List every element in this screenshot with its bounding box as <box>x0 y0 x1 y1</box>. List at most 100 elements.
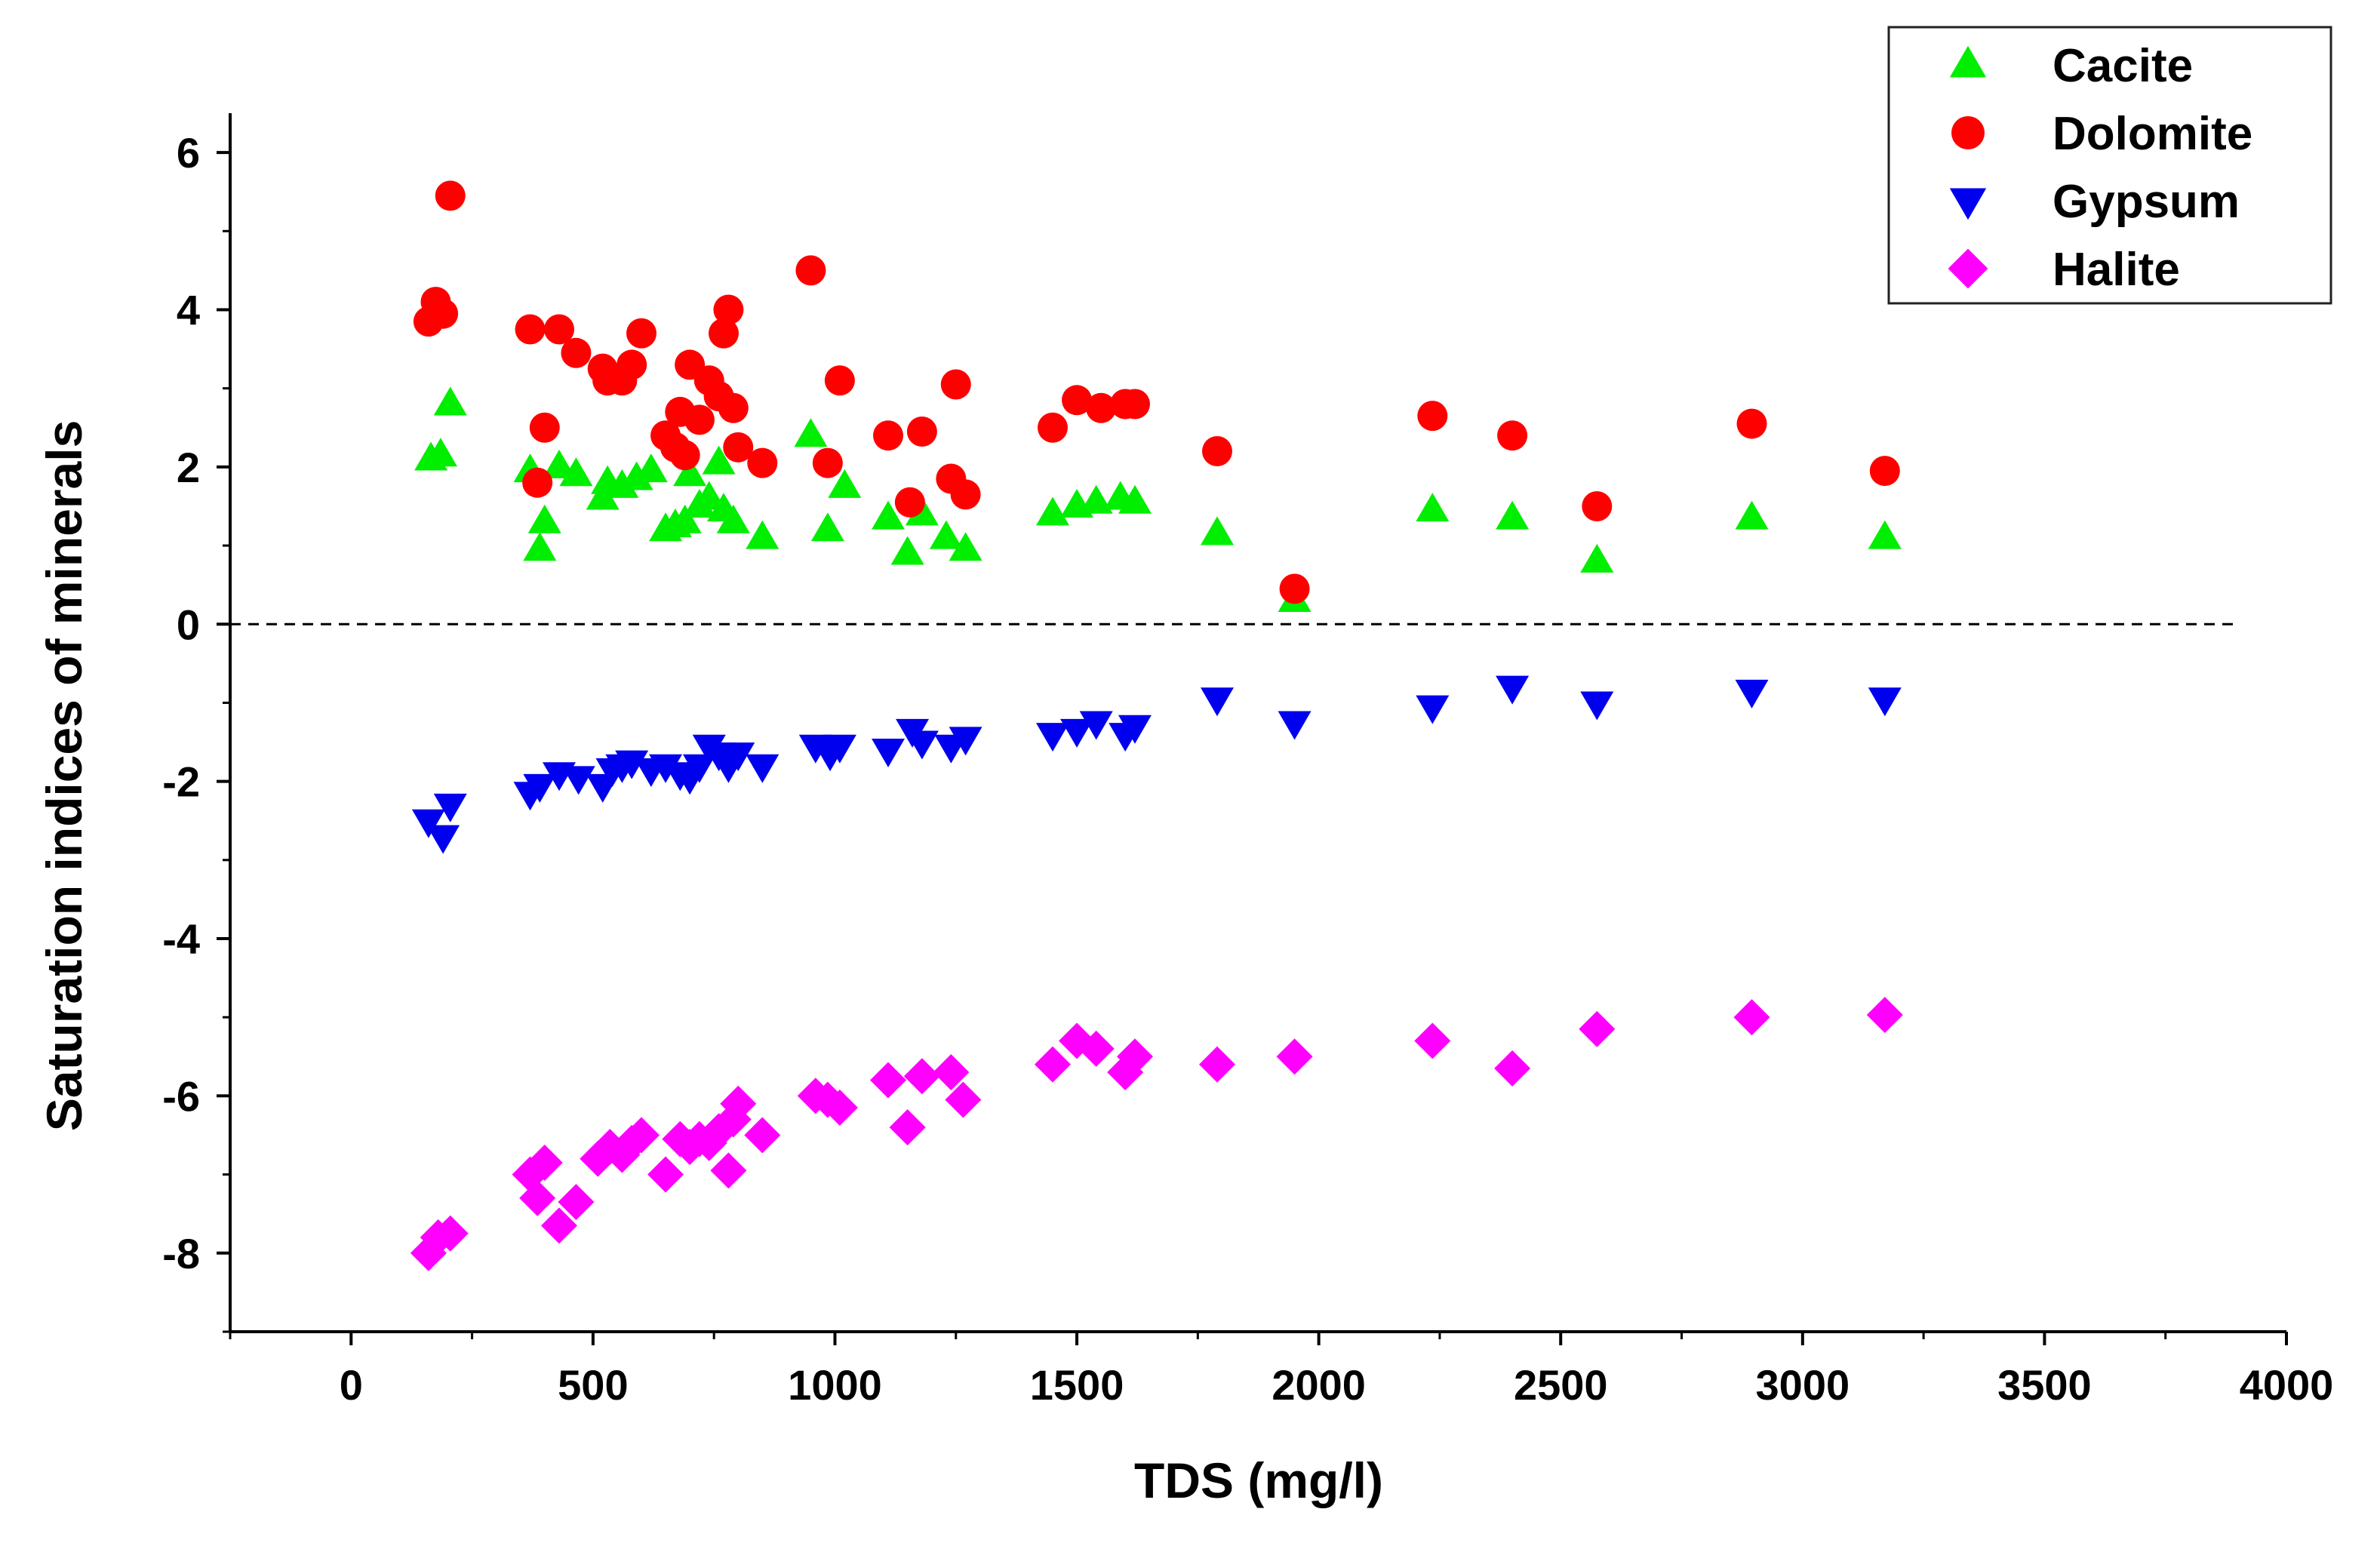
gypsum-point <box>798 734 832 764</box>
gypsum-point <box>1868 687 1902 717</box>
halite-point <box>1276 1038 1313 1075</box>
gypsum-point <box>649 754 683 783</box>
dolomite-point <box>669 440 700 471</box>
dolomite-point <box>561 337 592 368</box>
dolomite-point <box>747 447 778 478</box>
legend-label-halite: Halite <box>2053 244 2180 296</box>
cacite-point <box>929 520 963 549</box>
cacite-point <box>527 504 561 533</box>
gypsum-point <box>721 742 755 772</box>
gypsum-point <box>561 766 595 795</box>
cacite-point <box>872 500 905 530</box>
gypsum-point <box>1580 691 1614 721</box>
halite-point <box>519 1179 556 1216</box>
halite-point <box>1733 999 1770 1036</box>
cacite-point <box>634 453 668 483</box>
dolomite-point <box>1120 389 1150 420</box>
gypsum-point <box>1118 715 1152 744</box>
legend: Cacite Dolomite Gypsum Halite <box>1887 26 2332 305</box>
x-tick-label: 500 <box>558 1361 628 1409</box>
halite-point <box>432 1215 469 1252</box>
halite-point <box>623 1117 660 1154</box>
dolomite-point <box>529 412 560 443</box>
dolomite-point <box>824 365 855 396</box>
cacite-point <box>1735 500 1769 530</box>
cacite-point <box>746 520 779 549</box>
halite-point <box>720 1085 757 1122</box>
dolomite-point <box>1279 573 1310 604</box>
dolomite-point <box>1038 412 1068 443</box>
y-tick-label: -6 <box>162 1072 200 1120</box>
halite-point <box>1494 1050 1531 1087</box>
cacite-point <box>1868 520 1902 549</box>
gypsum-point <box>823 734 856 764</box>
halite-point <box>1117 1038 1153 1075</box>
x-tick-label: 3500 <box>1997 1361 2092 1409</box>
cacite-point <box>543 449 576 478</box>
y-tick-label: 0 <box>177 601 200 648</box>
halite-point <box>933 1054 970 1091</box>
cacite-point <box>673 457 707 487</box>
dolomite-point <box>626 318 656 349</box>
dolomite-point <box>428 298 459 329</box>
gypsum-point <box>746 754 779 783</box>
x-tick-label: 2500 <box>1514 1361 1608 1409</box>
legend-label-cacite: Cacite <box>2053 40 2193 92</box>
cacite-point <box>586 481 620 510</box>
series-gypsum <box>411 675 1902 854</box>
dolomite-point <box>544 314 574 345</box>
dolomite-point <box>515 314 546 345</box>
gypsum-point <box>949 727 982 756</box>
cacite-point <box>423 438 457 467</box>
gypsum-point <box>1416 695 1450 724</box>
gypsum-point <box>682 754 716 783</box>
y-tick-label: 6 <box>177 129 200 177</box>
halite-point <box>1199 1046 1235 1083</box>
cacite-point <box>668 504 702 533</box>
dolomite-point <box>906 416 937 447</box>
series-layer <box>410 180 1903 1271</box>
dolomite-point <box>812 447 843 478</box>
cacite-point <box>692 481 726 510</box>
halite-point <box>903 1058 940 1095</box>
gypsum-point <box>411 809 445 838</box>
dolomite-point <box>723 432 754 463</box>
dolomite-point <box>940 369 971 400</box>
halite-point <box>821 1090 858 1126</box>
cacite-point <box>1201 516 1234 546</box>
halite-point <box>710 1152 747 1189</box>
cacite-point <box>1079 484 1113 514</box>
cacite-point <box>1416 493 1450 522</box>
labels-layer: TDS (mg/l) Saturation indices of mineral… <box>36 420 1383 1508</box>
halite-point <box>1866 997 1903 1034</box>
gypsum-point <box>433 793 467 822</box>
dolomite-point <box>1062 385 1093 416</box>
cacite-point <box>605 469 639 498</box>
halite-point <box>1078 1030 1115 1067</box>
gypsum-point <box>1496 675 1530 705</box>
halite-point <box>526 1144 563 1181</box>
legend-marker-gypsum <box>1949 188 1987 220</box>
y-tick-label: -2 <box>162 758 200 806</box>
halite-point <box>1414 1022 1451 1059</box>
dolomite-point <box>718 392 749 423</box>
dolomite-point <box>795 255 826 286</box>
halite-point <box>744 1117 781 1154</box>
gypsum-point <box>615 750 649 779</box>
dolomite-point <box>1497 420 1528 451</box>
gypsum-point <box>426 825 460 854</box>
legend-marker-dolomite <box>1951 116 1985 149</box>
cacite-point <box>433 386 467 416</box>
dolomite-point <box>713 294 744 325</box>
gypsum-point <box>1735 679 1769 708</box>
x-tick-label: 1000 <box>788 1361 882 1409</box>
axes-layer: 0 500 1000 1500 2000 2500 3000 3500 4000 -8 -6 -4 -2… <box>162 113 2333 1409</box>
gypsum-point <box>1036 723 1069 752</box>
legend-marker-halite <box>1948 248 1988 289</box>
halite-point <box>541 1207 577 1244</box>
dolomite-point <box>1582 490 1613 521</box>
gypsum-point <box>1060 718 1094 748</box>
cacite-point <box>1118 484 1152 514</box>
